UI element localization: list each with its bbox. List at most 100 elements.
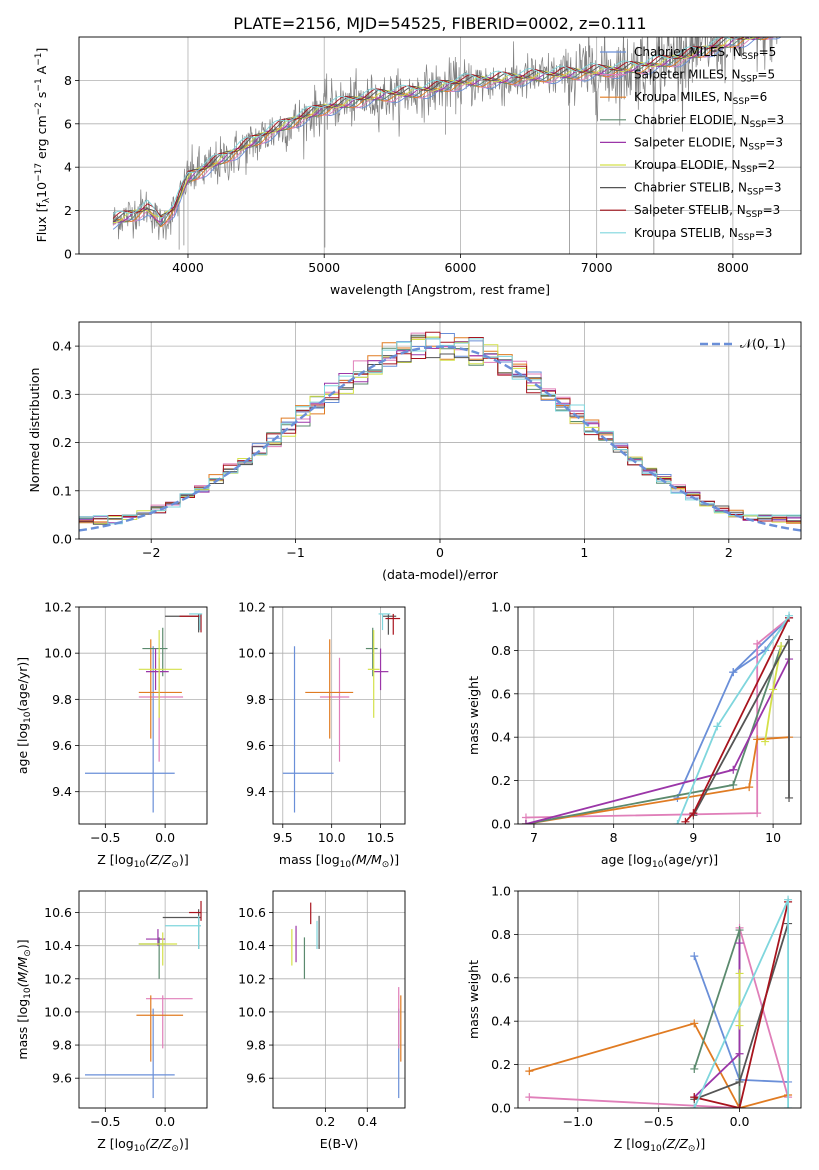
x-tick-label: 0 <box>436 545 444 560</box>
weight-marker-kroupa_elodie <box>735 1021 744 1030</box>
x-tick-label: −2 <box>142 545 160 560</box>
weight-marker-salpeter_miles <box>525 1093 534 1102</box>
label-part: ⊙ <box>382 860 390 870</box>
y-tick-label: 10.6 <box>238 905 266 920</box>
y-tick-label: 0 <box>64 247 72 262</box>
y-tick-label: 9.6 <box>246 738 266 753</box>
label-part: =3 <box>763 203 781 217</box>
y-tick-label: 0.4 <box>491 730 511 745</box>
legend-label-chabrier_miles: Chabrier MILES, NSSP=5 <box>634 45 776 62</box>
label-part: (Z/Z <box>145 1136 172 1151</box>
y-tick-label: 0.0 <box>491 1101 511 1116</box>
label-part: SSP <box>742 52 759 62</box>
weight-marker-chabrier_stelib <box>735 1077 744 1086</box>
weight-marker-kroupa_stelib <box>785 611 794 620</box>
y-tick-label: 10.0 <box>44 1004 72 1019</box>
x-tick-label: 0.4 <box>357 1114 377 1129</box>
legend-label-salpeter_stelib: Salpeter STELIB, NSSP=3 <box>634 203 780 220</box>
y-tick-label: 0.1 <box>52 483 72 498</box>
label-part: )] <box>179 1136 189 1151</box>
y-tick-label: 10.2 <box>238 600 266 615</box>
y-tick-label: 10.4 <box>238 938 266 953</box>
x-tick-label: 10.0 <box>318 830 346 845</box>
label-part: SSP <box>750 120 767 130</box>
y-axis-label: mass weight <box>466 960 481 1039</box>
y-tick-label: 1.0 <box>491 600 511 615</box>
y-tick-label: 0.8 <box>491 927 511 942</box>
x-tick-label: 9.5 <box>273 830 293 845</box>
label-part: Z [log <box>614 1136 650 1151</box>
grid <box>273 891 405 1108</box>
label-part: (Z/Z <box>662 1136 689 1151</box>
histogram-salpeter_stelib <box>79 331 801 523</box>
label-part: 10 <box>134 1144 146 1154</box>
label-part: (M/M <box>351 852 382 867</box>
weight-marker-kroupa_miles <box>745 783 754 792</box>
x-axis-label: wavelength [Angstrom, rest frame] <box>330 282 550 297</box>
label-part: ] <box>34 48 49 53</box>
x-axis-label: (data-model)/error <box>382 567 499 582</box>
y-tick-label: 0.4 <box>52 339 72 354</box>
label-part: )] <box>695 1136 705 1151</box>
y-tick-label: 9.8 <box>52 692 72 707</box>
y-tick-label: 9.4 <box>246 784 266 799</box>
label-part: age [log <box>15 723 30 774</box>
x-tick-label: 0.2 <box>315 1114 335 1129</box>
axes-frame <box>272 890 406 1109</box>
gaussian-curve <box>79 345 801 532</box>
label-part: 10 <box>134 860 146 870</box>
y-tick-label: 10.0 <box>238 646 266 661</box>
y-tick-label: 10.4 <box>44 938 72 953</box>
weight-marker-chabrier_miles <box>729 668 738 677</box>
legend-label-kroupa_stelib: Kroupa STELIB, NSSP=3 <box>634 226 772 243</box>
weight-marker-salpeter_miles <box>753 639 762 648</box>
y-tick-label: 10.0 <box>44 646 72 661</box>
y-tick-label: 0.2 <box>491 1057 511 1072</box>
y-tick-label: 1.0 <box>491 884 511 899</box>
weight-marker-salpeter_miles <box>753 809 762 818</box>
x-tick-label: 7 <box>530 830 538 845</box>
label-part: Chabrier STELIB, N <box>634 181 747 195</box>
weight-line-salpeter_stelib <box>694 901 789 1108</box>
y-tick-label: 0.2 <box>52 435 72 450</box>
plot-content <box>79 331 801 532</box>
label-part: SSP <box>747 188 764 198</box>
y-tick-label: 9.8 <box>246 1038 266 1053</box>
label-part: =3 <box>755 226 773 240</box>
weight-marker-salpeter_elodie <box>521 820 530 824</box>
x-tick-label: 8 <box>610 830 618 845</box>
label-part: (age/yr)] <box>663 852 718 867</box>
y-axis-label: age [log10(age/yr)] <box>15 657 33 774</box>
axes-frame <box>517 606 802 825</box>
weight-line-chabrier_miles <box>693 955 789 1083</box>
plot-content <box>282 613 401 813</box>
label-part: )] <box>15 939 30 949</box>
label-part: =3 <box>764 181 782 195</box>
y-tick-label: 0.4 <box>491 1014 511 1029</box>
label-part: Kroupa ELODIE, N <box>634 158 741 172</box>
legend-label-kroupa_elodie: Kroupa ELODIE, NSSP=2 <box>634 158 775 175</box>
weight-marker-kroupa_stelib <box>784 1104 793 1108</box>
label-part: 10 <box>650 1144 662 1154</box>
weight-marker-kroupa_stelib <box>690 1104 699 1108</box>
legend-label-salpeter_miles: Salpeter MILES, NSSP=5 <box>634 68 775 85</box>
label-part: =3 <box>765 135 783 149</box>
x-tick-label: 10.5 <box>367 830 395 845</box>
y-tick-label: 9.8 <box>246 692 266 707</box>
data-spectrum-line <box>112 37 778 240</box>
legend-label-kroupa_miles: Kroupa MILES, NSSP=6 <box>634 90 767 107</box>
label-part: 10 <box>340 860 352 870</box>
label-part: (Z/Z <box>145 852 172 867</box>
y-axis-label: Flux [fλ10−17 erg cm−2 s−1 A−1] <box>34 48 52 243</box>
x-axis-label: Z [log10(Z/Z⊙)] <box>614 1136 705 1154</box>
label-part: Flux [f <box>34 203 49 243</box>
y-tick-label: 9.4 <box>52 784 72 799</box>
plot-content <box>525 895 793 1108</box>
weight-marker-kroupa_elodie <box>761 737 770 746</box>
axes-frame <box>78 321 802 540</box>
label-part: erg cm <box>34 115 49 163</box>
plot-content <box>112 37 781 254</box>
axes-frame <box>78 606 208 825</box>
x-tick-label: 2 <box>725 545 733 560</box>
